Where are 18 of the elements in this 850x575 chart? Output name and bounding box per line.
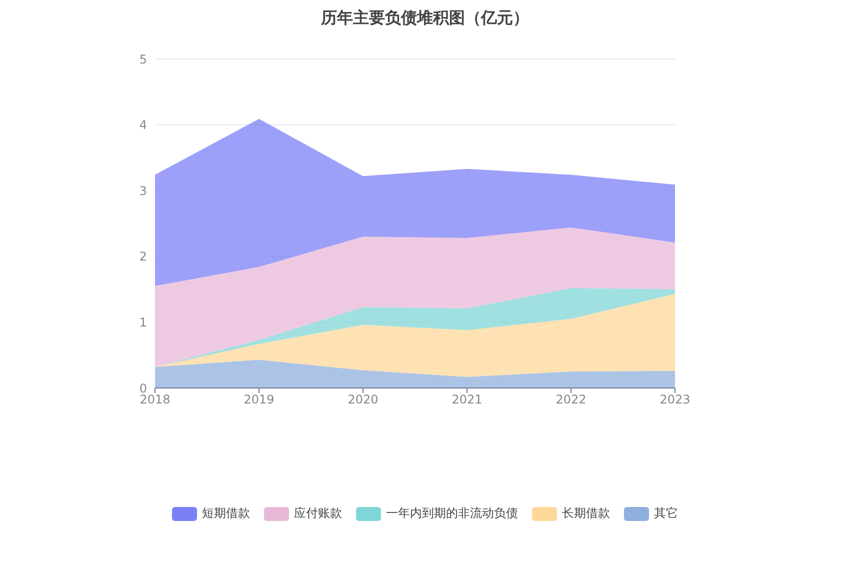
y-tick-label: 5 xyxy=(139,52,147,66)
x-tick-label: 2018 xyxy=(140,392,170,407)
x-tick-label: 2023 xyxy=(660,392,690,407)
y-tick-label: 2 xyxy=(139,250,147,264)
chart-title: 历年主要负债堆积图（亿元） xyxy=(320,8,530,29)
y-tick-label: 0 xyxy=(139,381,147,396)
legend-label: 短期借款 xyxy=(202,505,250,522)
x-tick-label: 2021 xyxy=(452,392,482,407)
legend-label: 应付账款 xyxy=(294,505,342,522)
y-tick-label: 4 xyxy=(139,118,147,132)
y-tick-label: 3 xyxy=(139,184,147,198)
y-tick-label: 1 xyxy=(139,315,147,330)
x-tick-label: 2019 xyxy=(244,392,274,407)
x-tick-label: 2022 xyxy=(556,392,586,407)
x-tick-label: 2020 xyxy=(348,392,378,407)
legend-label: 其它 xyxy=(654,505,678,522)
legend-label: 一年内到期的非流动负债 xyxy=(386,505,518,522)
legend-label: 长期借款 xyxy=(562,505,610,522)
